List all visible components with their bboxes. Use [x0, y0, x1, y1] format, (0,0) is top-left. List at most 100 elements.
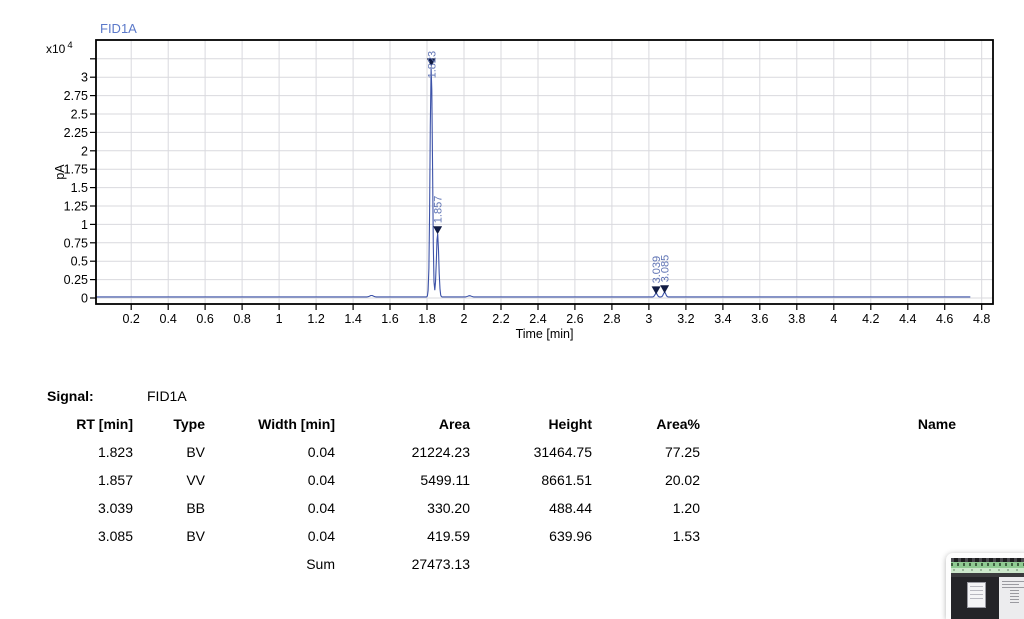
x-tick-label: 2.6 — [566, 312, 583, 326]
x-tick-label: 4.4 — [899, 312, 916, 326]
x-tick-label: 2.8 — [603, 312, 620, 326]
x-tick-label: 0.6 — [196, 312, 213, 326]
peak-marker — [426, 58, 436, 67]
x-tick-label: 4.8 — [973, 312, 990, 326]
table-cell: 0.04 — [307, 444, 335, 460]
column-header-area: Area% — [656, 416, 700, 432]
x-tick-label: 0.2 — [123, 312, 140, 326]
signal-row: Signal: FID1A — [47, 382, 962, 410]
table-row: Sum 27473.13 — [47, 550, 958, 578]
y-tick-label: 0.75 — [64, 236, 88, 250]
x-tick-label: 4 — [830, 312, 837, 326]
x-tick-label: 1.4 — [344, 312, 361, 326]
integration-report: Signal: FID1A RT [min] Type Width [min] Area… — [47, 382, 962, 578]
y-tick-label: 2.25 — [64, 126, 88, 140]
table-row: 3.085 BV 0.04 419.59 639.96 1.53 — [47, 522, 958, 550]
y-tick-label: 0.5 — [71, 255, 88, 269]
table-cell: 0.04 — [307, 500, 335, 516]
preview-titlebar — [951, 558, 1024, 562]
table-cell: 639.96 — [549, 528, 592, 544]
peak-label: 3.085 — [660, 255, 672, 283]
y-tick-label: 2 — [81, 144, 88, 158]
x-tick-label: 3.8 — [788, 312, 805, 326]
table-cell: 20.02 — [664, 472, 700, 488]
table-cell: 5499.11 — [420, 472, 470, 488]
x-tick-label: 4.6 — [936, 312, 953, 326]
table-cell — [702, 494, 958, 522]
table-row: 1.857 VV 0.04 5499.11 8661.51 20.02 — [47, 466, 958, 494]
y-axis-title: pA — [53, 164, 67, 180]
table-cell: 21224.23 — [411, 444, 470, 460]
x-tick-label: 4.2 — [862, 312, 879, 326]
table-cell — [702, 522, 958, 550]
table-cell: 488.44 — [549, 500, 592, 516]
peak-marker — [433, 226, 443, 235]
table-cell — [702, 438, 958, 466]
y-tick-label: 1 — [81, 218, 88, 232]
x-tick-label: 2.4 — [529, 312, 546, 326]
table-cell: 419.59 — [427, 528, 470, 544]
column-header-width-min: Width [min] — [258, 416, 335, 432]
table-cell — [135, 550, 207, 578]
signal-label: Signal: — [47, 388, 94, 404]
chart-title: FID1A — [100, 21, 137, 36]
preview-content — [951, 577, 1024, 619]
x-tick-label: 1.6 — [381, 312, 398, 326]
preview-sidebar — [951, 577, 999, 619]
table-cell: BV — [186, 444, 205, 460]
table-row: 3.039 BB 0.04 330.20 488.44 1.20 — [47, 494, 958, 522]
signal-value: FID1A — [147, 388, 187, 404]
x-tick-label: 3.2 — [677, 312, 694, 326]
table-cell — [594, 550, 702, 578]
y-tick-label: 1.75 — [64, 163, 88, 177]
table-cell — [47, 550, 135, 578]
column-header-type: Type — [173, 416, 205, 432]
table-cell: 330.20 — [427, 500, 470, 516]
x-tick-label: 0.4 — [160, 312, 177, 326]
x-tick-label: 2 — [461, 312, 468, 326]
x-tick-label: 1 — [276, 312, 283, 326]
table-cell — [702, 466, 958, 494]
table-cell — [702, 550, 958, 578]
y-tick-label: 1.25 — [64, 200, 88, 214]
x-tick-label: 0.8 — [233, 312, 250, 326]
peak-marker — [660, 285, 670, 294]
x-tick-label: 1.2 — [307, 312, 324, 326]
y-scale-multiplier: x10 4 — [46, 40, 73, 56]
preview-toolbar — [951, 568, 1024, 573]
table-cell: 0.04 — [307, 472, 335, 488]
y-tick-label: 0 — [81, 292, 88, 306]
column-header-rt-min: RT [min] — [76, 416, 133, 432]
preview-page-icon — [967, 582, 986, 608]
table-cell: 3.039 — [97, 500, 133, 516]
y-tick-label: 1.5 — [71, 181, 88, 195]
table-cell: 1.20 — [672, 500, 700, 516]
y-tick-label: 3 — [81, 71, 88, 85]
plot-frame — [95, 39, 994, 305]
peak-label: 1.823 — [426, 51, 438, 79]
peak-label: 3.039 — [651, 256, 663, 284]
screenshot-preview-thumbnail[interactable] — [946, 553, 1024, 619]
x-tick-label: 3.4 — [714, 312, 731, 326]
x-tick-label: 3.6 — [751, 312, 768, 326]
chromatogram-panel: 0 0.25 0.5 0.75 1 1.25 1.5 1.75 2 2.25 2.5 2.75 3 0.2… — [46, 21, 994, 341]
y-tick-label: 2.75 — [64, 89, 88, 103]
table-cell: 77.25 — [664, 444, 700, 460]
signal-trace — [96, 68, 971, 298]
column-header-name: Name — [917, 416, 956, 432]
y-tick-label: 2.5 — [71, 108, 88, 122]
table-cell: BB — [186, 500, 205, 516]
table-cell — [472, 550, 594, 578]
preview-document-area — [999, 577, 1024, 619]
column-header-area: Area — [438, 416, 470, 432]
column-header-height: Height — [548, 416, 592, 432]
table-cell: BV — [186, 528, 205, 544]
x-tick-label: 2.2 — [492, 312, 509, 326]
peak-label: 1.857 — [433, 196, 445, 224]
preview-menubar — [951, 562, 1024, 568]
table-cell: 31464.75 — [533, 444, 592, 460]
table-cell: 8661.51 — [541, 472, 592, 488]
table-cell: 1.53 — [672, 528, 700, 544]
y-tick-label: 0.25 — [64, 273, 88, 287]
peak-marker — [651, 286, 661, 295]
